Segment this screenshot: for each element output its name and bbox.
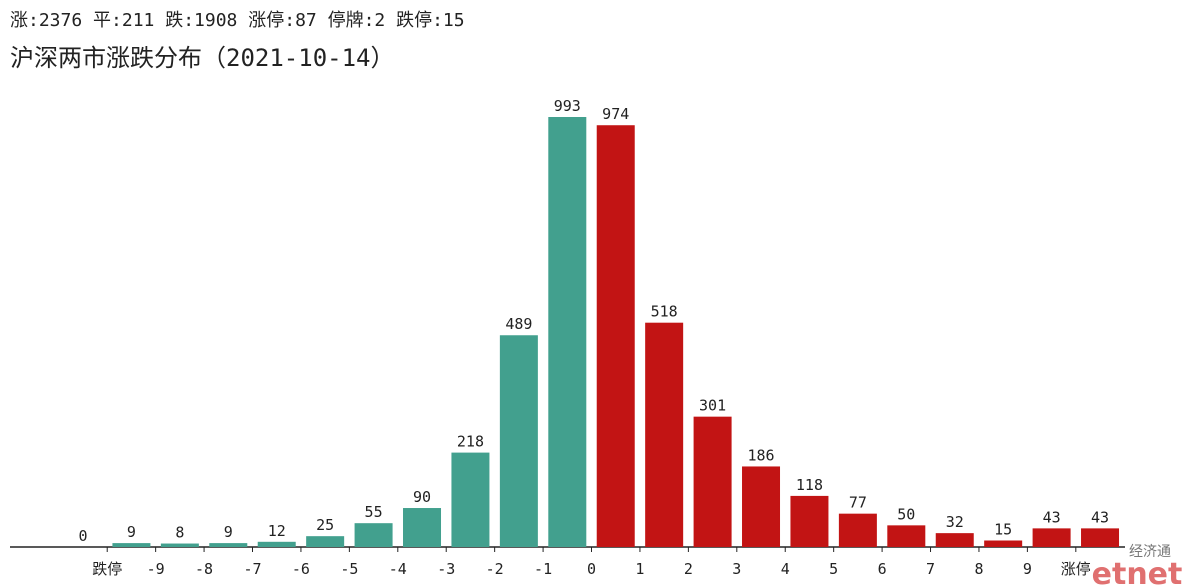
bar bbox=[645, 322, 684, 547]
x-tick-label: 5 bbox=[829, 560, 838, 578]
bar bbox=[548, 117, 587, 547]
value-label: 43 bbox=[1091, 508, 1109, 526]
x-tick-label: -2 bbox=[486, 560, 504, 578]
x-tick-label: -4 bbox=[389, 560, 407, 578]
x-tick-label: 3 bbox=[732, 560, 741, 578]
watermark-cn: 经济通 bbox=[1129, 544, 1171, 560]
x-tick-label: 4 bbox=[781, 560, 790, 578]
value-label: 993 bbox=[554, 97, 581, 115]
bar bbox=[596, 125, 635, 547]
bar bbox=[935, 533, 974, 547]
bar bbox=[257, 541, 296, 547]
value-label: 12 bbox=[268, 522, 286, 540]
value-label: 118 bbox=[796, 476, 823, 494]
value-label: 55 bbox=[365, 503, 383, 521]
chart-title: 沪深两市涨跌分布（2021-10-14） bbox=[10, 44, 395, 72]
value-label: 0 bbox=[78, 527, 87, 545]
x-tick-label: -6 bbox=[292, 560, 310, 578]
bar bbox=[887, 525, 926, 547]
bar bbox=[160, 543, 199, 547]
x-tick-label: 6 bbox=[878, 560, 887, 578]
x-tick-label: 7 bbox=[926, 560, 935, 578]
x-tick-label: 1 bbox=[635, 560, 644, 578]
value-label: 9 bbox=[224, 523, 233, 541]
value-label: 32 bbox=[946, 513, 964, 531]
value-label: 9 bbox=[127, 523, 136, 541]
bar bbox=[984, 540, 1023, 547]
bar bbox=[742, 466, 781, 547]
x-tick-label: 8 bbox=[974, 560, 983, 578]
x-tick-label: -8 bbox=[195, 560, 213, 578]
x-tick-label: 9 bbox=[1023, 560, 1032, 578]
bar bbox=[209, 543, 248, 547]
bar bbox=[354, 523, 393, 547]
value-label: 25 bbox=[316, 516, 334, 534]
value-label: 90 bbox=[413, 488, 431, 506]
bar bbox=[838, 513, 877, 547]
value-label: 15 bbox=[994, 521, 1012, 539]
value-label: 8 bbox=[175, 524, 184, 542]
bar bbox=[693, 416, 732, 547]
bar bbox=[112, 543, 151, 547]
x-tick-label: 涨停 bbox=[1061, 560, 1091, 578]
value-label: 50 bbox=[897, 505, 915, 523]
value-label: 518 bbox=[651, 303, 678, 321]
value-label: 186 bbox=[747, 446, 774, 464]
bar bbox=[403, 508, 442, 547]
x-tick-label: 0 bbox=[587, 560, 596, 578]
x-tick-label: 跌停 bbox=[92, 560, 122, 578]
value-label: 43 bbox=[1043, 508, 1061, 526]
value-label: 489 bbox=[505, 315, 532, 333]
x-tick-label: -5 bbox=[340, 560, 358, 578]
value-label: 77 bbox=[849, 494, 867, 512]
x-tick-label: -7 bbox=[243, 560, 261, 578]
value-label: 301 bbox=[699, 397, 726, 415]
value-label: 218 bbox=[457, 433, 484, 451]
summary: 涨:2376 平:211 跌:1908 涨停:87 停牌:2 跌停:15 bbox=[10, 10, 465, 31]
watermark-logo: etnet bbox=[1092, 557, 1182, 587]
x-tick-label: -9 bbox=[147, 560, 165, 578]
bar bbox=[1081, 528, 1120, 547]
x-tick-label: 2 bbox=[684, 560, 693, 578]
bar bbox=[1032, 528, 1071, 547]
value-label: 974 bbox=[602, 105, 629, 123]
bar bbox=[451, 452, 490, 547]
x-tick-label: -3 bbox=[437, 560, 455, 578]
bar bbox=[499, 335, 538, 547]
x-tick-label: -1 bbox=[534, 560, 552, 578]
bar bbox=[790, 495, 829, 547]
bar bbox=[306, 536, 345, 547]
